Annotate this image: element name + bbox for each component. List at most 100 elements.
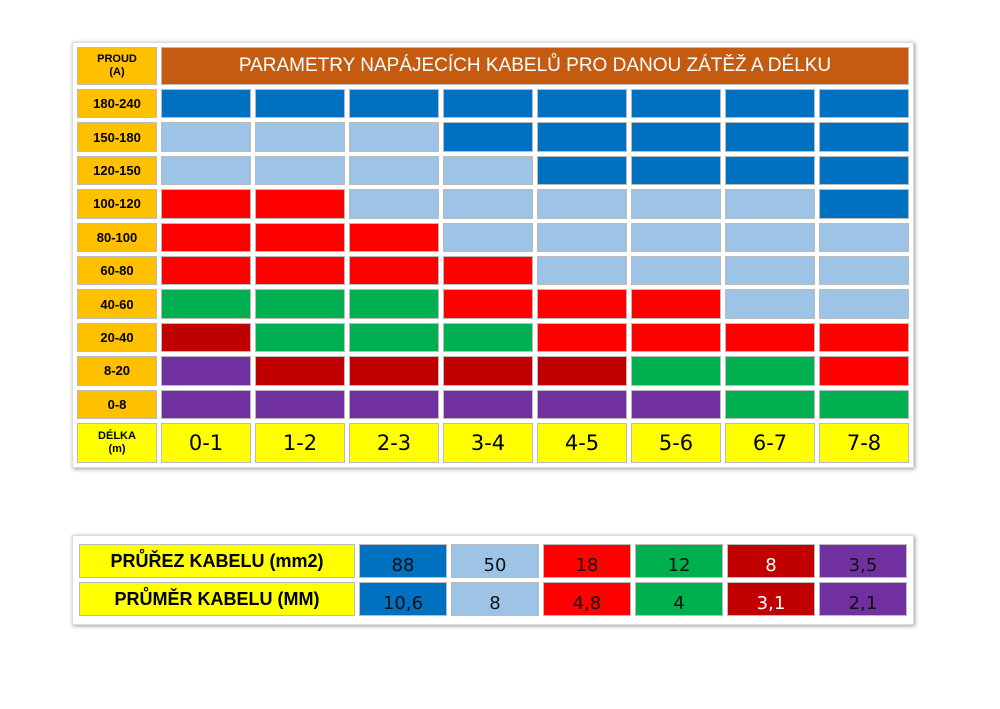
color-cell [631, 189, 721, 219]
row-label: 40-60 [77, 289, 157, 319]
color-cell [255, 189, 345, 219]
color-cell [349, 289, 439, 319]
color-cell [349, 356, 439, 386]
header-unit: (A) [109, 66, 125, 78]
color-cell [161, 389, 251, 419]
color-cell [443, 222, 533, 252]
color-cell [161, 222, 251, 252]
color-cell [161, 155, 251, 186]
color-cell [631, 255, 721, 286]
color-cell [819, 89, 909, 119]
color-cell [631, 322, 721, 353]
color-cell [349, 389, 439, 419]
color-cell [255, 89, 345, 119]
color-cell [725, 89, 815, 119]
legend-value: 3,5 [819, 544, 907, 578]
color-cell [631, 155, 721, 186]
length-label: 5-6 [631, 422, 721, 463]
legend-value: 8 [451, 582, 539, 616]
color-cell [161, 122, 251, 152]
length-label: 3-4 [443, 422, 533, 463]
color-cell [349, 155, 439, 186]
length-label: 2-3 [349, 422, 439, 463]
color-cell [349, 255, 439, 286]
color-cell [349, 189, 439, 219]
color-cell [631, 89, 721, 119]
legend-value: 18 [543, 544, 631, 578]
color-cell [537, 122, 627, 152]
length-label: 1-2 [255, 422, 345, 463]
legend-value: 10,6 [359, 582, 447, 616]
corner-header: PROUD (A) [77, 47, 157, 85]
color-cell [537, 155, 627, 186]
color-cell [349, 122, 439, 152]
color-cell [725, 155, 815, 186]
color-cell [161, 189, 251, 219]
color-cell [255, 255, 345, 286]
header-text: PROUD [97, 53, 137, 65]
color-cell [537, 255, 627, 286]
legend-value: 4 [635, 582, 723, 616]
color-cell [161, 89, 251, 119]
legend-table: PRŮŘEZ KABELU (mm2) 88 50 18 12 8 3,5 PRŮMĚR KA… [72, 535, 914, 625]
row-label: 120-150 [77, 155, 157, 186]
color-cell [161, 289, 251, 319]
color-cell [443, 356, 533, 386]
color-cell [537, 89, 627, 119]
color-cell [819, 122, 909, 152]
table-title: PARAMETRY NAPÁJECÍCH KABELŮ PRO DANOU ZÁ… [161, 47, 909, 85]
color-cell [443, 389, 533, 419]
legend-value: 88 [359, 544, 447, 578]
color-cell [725, 122, 815, 152]
color-cell [161, 255, 251, 286]
row-label: 20-40 [77, 322, 157, 353]
color-cell [255, 289, 345, 319]
color-cell [819, 222, 909, 252]
row-label: 100-120 [77, 189, 157, 219]
legend-value: 50 [451, 544, 539, 578]
color-cell [725, 289, 815, 319]
legend-value: 2,1 [819, 582, 907, 616]
color-cell [443, 189, 533, 219]
color-cell [631, 389, 721, 419]
color-cell [537, 356, 627, 386]
color-cell [819, 389, 909, 419]
color-cell [631, 356, 721, 386]
color-cell [349, 322, 439, 353]
row-label: 60-80 [77, 255, 157, 286]
color-cell [255, 322, 345, 353]
color-cell [537, 289, 627, 319]
length-label: 0-1 [161, 422, 251, 463]
color-cell [349, 89, 439, 119]
color-cell [725, 356, 815, 386]
color-cell [255, 222, 345, 252]
color-cell [443, 322, 533, 353]
color-cell [255, 356, 345, 386]
footer-header: DÉLKA (m) [77, 422, 157, 463]
color-cell [631, 222, 721, 252]
color-cell [537, 222, 627, 252]
row-label: 80-100 [77, 222, 157, 252]
color-cell [161, 322, 251, 353]
color-cell [819, 155, 909, 186]
color-cell [819, 289, 909, 319]
row-label: 150-180 [77, 122, 157, 152]
legend-value: 12 [635, 544, 723, 578]
color-cell [443, 255, 533, 286]
color-cell [255, 155, 345, 186]
color-cell [819, 189, 909, 219]
color-cell [255, 389, 345, 419]
row-label: 180-240 [77, 89, 157, 119]
length-label: 4-5 [537, 422, 627, 463]
legend-row-label: PRŮŘEZ KABELU (mm2) [79, 544, 355, 578]
length-label: 7-8 [819, 422, 909, 463]
color-cell [443, 122, 533, 152]
color-cell [255, 122, 345, 152]
color-cell [631, 122, 721, 152]
color-cell [725, 255, 815, 286]
legend-value: 3,1 [727, 582, 815, 616]
legend-value: 8 [727, 544, 815, 578]
color-cell [161, 356, 251, 386]
color-cell [725, 222, 815, 252]
